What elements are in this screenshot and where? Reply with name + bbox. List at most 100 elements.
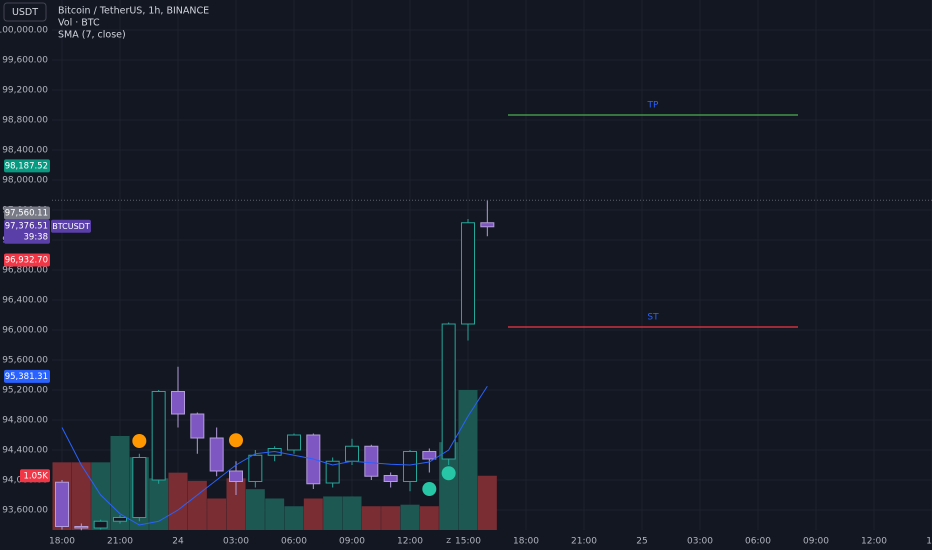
currency-button[interactable] xyxy=(3,2,47,22)
volume-badge xyxy=(20,469,50,483)
candle-body xyxy=(209,437,224,472)
y-tick-label: 98,800.00 xyxy=(2,115,48,125)
price-badge-label: 97,560.11 xyxy=(5,208,48,218)
level-label: ST xyxy=(647,312,659,322)
price-badge xyxy=(4,159,50,173)
candle-body xyxy=(422,450,437,460)
countdown: 39:38 xyxy=(24,232,49,242)
candle-body xyxy=(383,474,398,482)
candle-body xyxy=(74,525,89,529)
price-badge-label: 95,381.31 xyxy=(5,372,48,382)
sma-line xyxy=(61,385,488,526)
sma-legend: SMA (7, close) xyxy=(58,30,126,41)
y-tick-label: 99,200.00 xyxy=(2,85,48,95)
volume-bar xyxy=(477,475,497,530)
signal-dot xyxy=(132,433,147,448)
y-tick-label: 95,600.00 xyxy=(2,355,48,365)
x-tick-label: 03:00 xyxy=(223,537,249,547)
x-tick-label: 12:00 xyxy=(397,537,423,547)
candle-body xyxy=(151,390,166,481)
volume-bar xyxy=(110,435,130,530)
level-label: TP xyxy=(647,100,659,110)
y-tick-label: 94,400.00 xyxy=(2,445,48,455)
price-badge xyxy=(4,206,50,220)
volume-bar xyxy=(168,472,188,530)
candle-body xyxy=(344,445,359,462)
volume-badge-label: 1.05K xyxy=(24,471,49,481)
candle-body xyxy=(132,456,147,518)
y-tick-label: 96,800.00 xyxy=(2,265,48,275)
price-badge xyxy=(4,253,50,267)
y-tick-label: 94,800.00 xyxy=(2,415,48,425)
price-badge xyxy=(4,369,50,383)
current-price-badge xyxy=(4,219,50,244)
x-tick-label: 09:00 xyxy=(803,537,829,547)
candle-body xyxy=(55,481,69,527)
volume-bar xyxy=(149,478,169,530)
volume-legend: Vol · BTC xyxy=(58,18,100,29)
volume-bar xyxy=(439,442,459,530)
x-tick-label: 25 xyxy=(636,537,647,547)
y-tick-label: 98,000.00 xyxy=(2,175,48,185)
candle-body xyxy=(248,454,263,482)
volume-bar xyxy=(342,496,362,530)
axis: 100,000.00 99,600.00 99,200.00 98,800.00 98,… xyxy=(0,25,932,550)
volume-bar xyxy=(245,489,265,530)
volume-bar xyxy=(226,478,246,530)
grid xyxy=(52,0,932,530)
time-axis xyxy=(0,532,932,550)
price-badge-label: 98,187.52 xyxy=(5,161,48,171)
signal-dot xyxy=(422,481,437,496)
x-tick-label: 06:00 xyxy=(745,537,771,547)
y-tick-label: 99,600.00 xyxy=(2,55,48,65)
candle-body xyxy=(170,390,185,415)
symbol-tag xyxy=(51,219,91,233)
price-badge-label: 96,932.70 xyxy=(5,256,48,266)
x-tick-label: 21:00 xyxy=(107,537,133,547)
symbol: BTCUSDT xyxy=(52,222,90,231)
plot: TP ST xyxy=(52,100,932,531)
x-tick-label: 09:00 xyxy=(339,537,365,547)
volume-bar xyxy=(207,498,227,530)
volume xyxy=(52,390,497,530)
volume-bar xyxy=(71,462,91,530)
x-tick-label: 03:00 xyxy=(687,537,713,547)
volume-bar xyxy=(265,498,285,530)
current-price: 97,376.51 xyxy=(5,221,48,231)
candle-body xyxy=(402,450,417,482)
y-tick-label: 96,400.00 xyxy=(2,295,48,305)
candle-body xyxy=(441,323,456,460)
candle-body xyxy=(93,520,108,529)
volume-bar xyxy=(419,506,439,530)
x-tick-label: 18:00 xyxy=(513,537,539,547)
y-tick-label: 100,000.00 xyxy=(0,25,48,35)
candle-body xyxy=(460,222,475,325)
signal-dot xyxy=(441,466,456,481)
x-tick-label: 21:00 xyxy=(571,537,597,547)
x-tick-label: 24 xyxy=(172,537,184,547)
signal-dot xyxy=(228,433,243,448)
y-tick-label: 96,000.00 xyxy=(2,325,48,335)
y-tick-label: 93,600.00 xyxy=(2,505,48,515)
volume-bar xyxy=(187,480,207,530)
candle-body xyxy=(325,460,340,484)
x-tick-label: 12:00 xyxy=(861,537,887,547)
x-tick-label: 18:00 xyxy=(49,537,75,547)
volume-bar xyxy=(323,496,343,530)
candle-body xyxy=(480,222,495,228)
volume-bar xyxy=(91,462,111,530)
volume-bar xyxy=(284,506,304,530)
volume-bar xyxy=(303,498,323,530)
x-tick-label: 15:00 xyxy=(455,537,481,547)
x-tick-label: 15 xyxy=(926,537,932,547)
volume-bar xyxy=(381,506,401,530)
candle-body xyxy=(228,470,243,482)
volume-bar xyxy=(400,504,420,530)
currency[interactable]: USDT xyxy=(12,7,38,18)
chart-title: Bitcoin / TetherUS, 1h, BINANCE xyxy=(58,6,209,17)
candle-body xyxy=(286,434,301,451)
volume-bar xyxy=(361,506,381,530)
candle-body xyxy=(190,413,205,439)
candle-body xyxy=(364,445,379,477)
